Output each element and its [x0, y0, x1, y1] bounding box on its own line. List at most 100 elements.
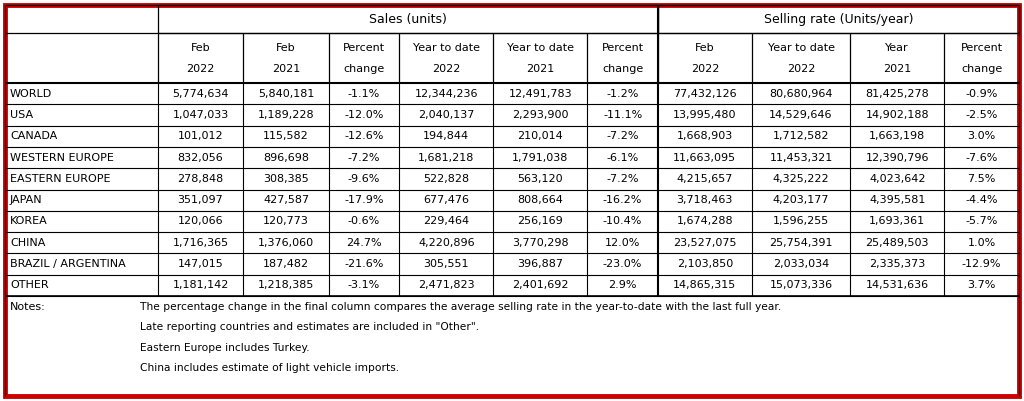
Text: -7.2%: -7.2% — [348, 152, 380, 162]
Text: 2022: 2022 — [786, 64, 815, 74]
Text: Year to date: Year to date — [768, 43, 835, 53]
Text: 15,073,336: 15,073,336 — [769, 280, 833, 290]
Text: 4,023,642: 4,023,642 — [869, 174, 926, 184]
Text: 81,425,278: 81,425,278 — [865, 89, 929, 99]
Text: 4,220,896: 4,220,896 — [418, 238, 474, 248]
Text: 4,325,222: 4,325,222 — [773, 174, 829, 184]
Text: OTHER: OTHER — [10, 280, 48, 290]
Text: Notes:: Notes: — [10, 302, 46, 312]
Text: -6.1%: -6.1% — [606, 152, 639, 162]
Text: 1,376,060: 1,376,060 — [258, 238, 314, 248]
Text: 832,056: 832,056 — [177, 152, 223, 162]
Text: 677,476: 677,476 — [423, 195, 469, 205]
Text: 115,582: 115,582 — [263, 131, 309, 141]
Text: 1,181,142: 1,181,142 — [172, 280, 228, 290]
Text: The percentage change in the final column compares the average selling rate in t: The percentage change in the final colum… — [140, 302, 781, 312]
Text: 2022: 2022 — [186, 64, 215, 74]
Text: USA: USA — [10, 110, 33, 120]
Text: 1,663,198: 1,663,198 — [869, 131, 926, 141]
Text: 896,698: 896,698 — [263, 152, 309, 162]
Text: 1,693,361: 1,693,361 — [869, 217, 926, 227]
Text: 1.0%: 1.0% — [968, 238, 995, 248]
Text: 278,848: 278,848 — [177, 174, 223, 184]
Text: 2021: 2021 — [272, 64, 300, 74]
Text: Feb: Feb — [695, 43, 715, 53]
Text: KOREA: KOREA — [10, 217, 48, 227]
Text: 12,344,236: 12,344,236 — [415, 89, 478, 99]
Text: 3.7%: 3.7% — [968, 280, 995, 290]
Text: 210,014: 210,014 — [517, 131, 563, 141]
Bar — [657, 5, 1019, 33]
Text: 1,712,582: 1,712,582 — [773, 131, 829, 141]
Text: WESTERN EUROPE: WESTERN EUROPE — [10, 152, 114, 162]
Text: 11,663,095: 11,663,095 — [674, 152, 736, 162]
Text: change: change — [961, 64, 1002, 74]
Text: -5.7%: -5.7% — [966, 217, 997, 227]
Text: Year to date: Year to date — [507, 43, 573, 53]
Text: -12.9%: -12.9% — [962, 259, 1001, 269]
Text: Sales (units): Sales (units) — [369, 12, 446, 26]
Text: Percent: Percent — [601, 43, 644, 53]
Text: JAPAN: JAPAN — [10, 195, 43, 205]
Text: 256,169: 256,169 — [517, 217, 563, 227]
Text: 101,012: 101,012 — [178, 131, 223, 141]
Text: 1,791,038: 1,791,038 — [512, 152, 568, 162]
Text: Feb: Feb — [276, 43, 296, 53]
Text: 808,664: 808,664 — [517, 195, 563, 205]
Text: Late reporting countries and estimates are included in "Other".: Late reporting countries and estimates a… — [140, 322, 479, 332]
Text: 2021: 2021 — [526, 64, 554, 74]
Text: -9.6%: -9.6% — [348, 174, 380, 184]
Text: -1.2%: -1.2% — [606, 89, 639, 99]
Text: 2,335,373: 2,335,373 — [869, 259, 926, 269]
Text: 2,040,137: 2,040,137 — [418, 110, 474, 120]
Text: change: change — [602, 64, 643, 74]
Text: -0.6%: -0.6% — [348, 217, 380, 227]
Text: Selling rate (Units/year): Selling rate (Units/year) — [764, 12, 913, 26]
Text: 1,674,288: 1,674,288 — [677, 217, 733, 227]
Text: 23,527,075: 23,527,075 — [673, 238, 736, 248]
Text: -2.5%: -2.5% — [966, 110, 997, 120]
Text: 563,120: 563,120 — [517, 174, 563, 184]
Text: 14,531,636: 14,531,636 — [865, 280, 929, 290]
Text: 1,596,255: 1,596,255 — [773, 217, 829, 227]
Text: 427,587: 427,587 — [263, 195, 309, 205]
Text: 4,215,657: 4,215,657 — [677, 174, 733, 184]
Text: 13,995,480: 13,995,480 — [673, 110, 736, 120]
Text: BRAZIL / ARGENTINA: BRAZIL / ARGENTINA — [10, 259, 126, 269]
Text: 5,840,181: 5,840,181 — [258, 89, 314, 99]
Text: 14,529,646: 14,529,646 — [769, 110, 833, 120]
Text: 4,395,581: 4,395,581 — [869, 195, 926, 205]
Text: 2,401,692: 2,401,692 — [512, 280, 568, 290]
Text: 3,770,298: 3,770,298 — [512, 238, 568, 248]
Text: 3.0%: 3.0% — [968, 131, 995, 141]
Text: -7.2%: -7.2% — [606, 174, 639, 184]
Text: 1,681,218: 1,681,218 — [418, 152, 474, 162]
Text: 1,716,365: 1,716,365 — [172, 238, 228, 248]
Text: 2022: 2022 — [432, 64, 461, 74]
Text: -7.6%: -7.6% — [966, 152, 997, 162]
Text: 396,887: 396,887 — [517, 259, 563, 269]
Text: 229,464: 229,464 — [423, 217, 469, 227]
Text: 25,489,503: 25,489,503 — [865, 238, 929, 248]
Text: 25,754,391: 25,754,391 — [769, 238, 833, 248]
Text: CHINA: CHINA — [10, 238, 45, 248]
Text: 14,865,315: 14,865,315 — [673, 280, 736, 290]
Text: 2021: 2021 — [883, 64, 911, 74]
Text: Feb: Feb — [190, 43, 210, 53]
Text: -7.2%: -7.2% — [606, 131, 639, 141]
Text: 147,015: 147,015 — [177, 259, 223, 269]
Text: 2,103,850: 2,103,850 — [677, 259, 733, 269]
Text: 187,482: 187,482 — [263, 259, 309, 269]
Text: 12,390,796: 12,390,796 — [865, 152, 929, 162]
Text: 77,432,126: 77,432,126 — [673, 89, 736, 99]
Text: -12.6%: -12.6% — [344, 131, 384, 141]
Text: -4.4%: -4.4% — [966, 195, 997, 205]
Text: 522,828: 522,828 — [423, 174, 469, 184]
Text: -0.9%: -0.9% — [966, 89, 997, 99]
Text: -1.1%: -1.1% — [348, 89, 380, 99]
Text: 351,097: 351,097 — [177, 195, 223, 205]
Text: 80,680,964: 80,680,964 — [769, 89, 833, 99]
Text: -16.2%: -16.2% — [603, 195, 642, 205]
Text: 24.7%: 24.7% — [346, 238, 382, 248]
Text: 305,551: 305,551 — [424, 259, 469, 269]
